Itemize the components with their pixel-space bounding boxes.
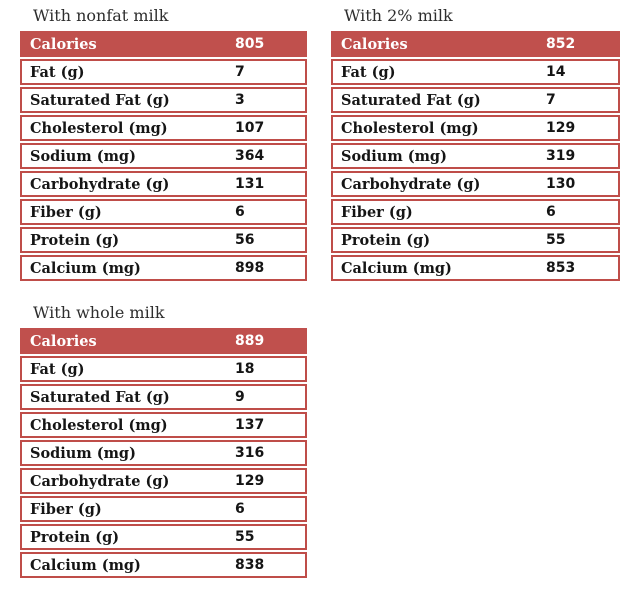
row-value: 131: [235, 176, 265, 192]
header-value: 805: [235, 36, 265, 52]
row-label: Calcium (mg): [30, 259, 141, 277]
row-value: 14: [546, 64, 566, 80]
row-label: Protein (g): [30, 231, 120, 249]
table-row: Saturated Fat (g) 7: [331, 87, 620, 113]
row-label: Cholesterol (mg): [30, 119, 168, 137]
row-label: Fat (g): [341, 63, 396, 81]
nutrition-table-2pct-milk: With 2% milk Calories 852 Fat (g) 14 Sat…: [331, 6, 620, 281]
nutrition-table-whole-milk: With whole milk Calories 889 Fat (g) 18 …: [20, 303, 307, 578]
table-row: Calcium (mg) 898: [20, 255, 307, 281]
table-title: With whole milk: [33, 303, 165, 322]
row-label: Fiber (g): [341, 203, 413, 221]
row-value: 107: [235, 120, 265, 136]
row-label: Saturated Fat (g): [30, 388, 170, 406]
table-header-row: Calories 889: [20, 328, 307, 354]
table-row: Calcium (mg) 853: [331, 255, 620, 281]
table-row: Protein (g) 55: [20, 524, 307, 550]
table-row: Carbohydrate (g) 129: [20, 468, 307, 494]
table-row: Saturated Fat (g) 9: [20, 384, 307, 410]
table-row: Fiber (g) 6: [331, 199, 620, 225]
row-label: Fiber (g): [30, 500, 102, 518]
row-value: 6: [235, 204, 245, 220]
table-row: Cholesterol (mg) 137: [20, 412, 307, 438]
row-label: Sodium (mg): [341, 147, 447, 165]
table-row: Fat (g) 18: [20, 356, 307, 382]
table-row: Protein (g) 56: [20, 227, 307, 253]
table-row: Sodium (mg) 319: [331, 143, 620, 169]
row-label: Fiber (g): [30, 203, 102, 221]
table-row: Protein (g) 55: [331, 227, 620, 253]
table-row: Carbohydrate (g) 131: [20, 171, 307, 197]
row-label: Carbohydrate (g): [30, 175, 170, 193]
row-label: Cholesterol (mg): [30, 416, 168, 434]
table-row: Fat (g) 14: [331, 59, 620, 85]
row-label: Cholesterol (mg): [341, 119, 479, 137]
row-value: 130: [546, 176, 576, 192]
row-value: 56: [235, 232, 255, 248]
table-row: Calcium (mg) 838: [20, 552, 307, 578]
row-label: Saturated Fat (g): [341, 91, 481, 109]
row-value: 18: [235, 361, 255, 377]
row-value: 55: [546, 232, 566, 248]
nutrition-table: Calories 805 Fat (g) 7 Saturated Fat (g)…: [20, 31, 307, 281]
row-value: 316: [235, 445, 265, 461]
table-row: Saturated Fat (g) 3: [20, 87, 307, 113]
row-label: Protein (g): [341, 231, 431, 249]
header-value: 852: [546, 36, 576, 52]
table-title: With 2% milk: [344, 6, 453, 25]
row-value: 6: [546, 204, 556, 220]
row-value: 853: [546, 260, 576, 276]
nutrition-table: Calories 852 Fat (g) 14 Saturated Fat (g…: [331, 31, 620, 281]
row-value: 364: [235, 148, 265, 164]
row-value: 6: [235, 501, 245, 517]
row-value: 7: [235, 64, 245, 80]
row-label: Fat (g): [30, 63, 85, 81]
row-label: Sodium (mg): [30, 444, 136, 462]
row-value: 319: [546, 148, 576, 164]
row-value: 55: [235, 529, 255, 545]
row-label: Sodium (mg): [30, 147, 136, 165]
row-label: Calcium (mg): [30, 556, 141, 574]
header-value: 889: [235, 333, 265, 349]
header-label: Calories: [30, 332, 97, 350]
row-value: 3: [235, 92, 245, 108]
row-label: Calcium (mg): [341, 259, 452, 277]
row-value: 898: [235, 260, 265, 276]
table-row: Fiber (g) 6: [20, 199, 307, 225]
table-row: Cholesterol (mg) 129: [331, 115, 620, 141]
table-row: Fiber (g) 6: [20, 496, 307, 522]
table-row: Sodium (mg) 364: [20, 143, 307, 169]
row-label: Fat (g): [30, 360, 85, 378]
row-value: 7: [546, 92, 556, 108]
table-row: Sodium (mg) 316: [20, 440, 307, 466]
nutrition-table-nonfat-milk: With nonfat milk Calories 805 Fat (g) 7 …: [20, 6, 307, 281]
header-label: Calories: [30, 35, 97, 53]
row-label: Carbohydrate (g): [30, 472, 170, 490]
row-label: Carbohydrate (g): [341, 175, 481, 193]
table-row: Fat (g) 7: [20, 59, 307, 85]
row-value: 137: [235, 417, 265, 433]
row-value: 129: [235, 473, 265, 489]
nutrition-table: Calories 889 Fat (g) 18 Saturated Fat (g…: [20, 328, 307, 578]
table-header-row: Calories 852: [331, 31, 620, 57]
row-value: 9: [235, 389, 245, 405]
table-header-row: Calories 805: [20, 31, 307, 57]
row-label: Protein (g): [30, 528, 120, 546]
header-label: Calories: [341, 35, 408, 53]
row-label: Saturated Fat (g): [30, 91, 170, 109]
row-value: 838: [235, 557, 265, 573]
table-row: Carbohydrate (g) 130: [331, 171, 620, 197]
table-title: With nonfat milk: [33, 6, 169, 25]
table-row: Cholesterol (mg) 107: [20, 115, 307, 141]
row-value: 129: [546, 120, 576, 136]
